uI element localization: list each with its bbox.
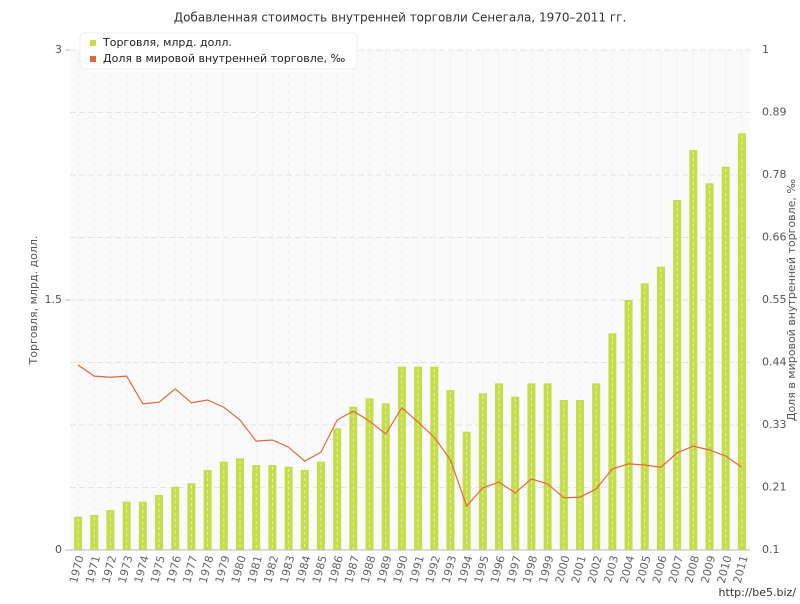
bar	[673, 200, 682, 550]
chart-title: Добавленная стоимость внутренней торговл…	[174, 11, 627, 25]
bar	[138, 501, 147, 550]
y-tick-label: 1.5	[45, 293, 63, 306]
bar	[495, 383, 504, 550]
legend-swatch	[90, 40, 96, 46]
y-tick-label: 3	[55, 43, 62, 56]
y2-tick-label: 0.66	[762, 231, 787, 244]
line	[77, 364, 743, 508]
y2-tick-label: 0.44	[762, 356, 787, 369]
bar	[171, 486, 180, 550]
bar	[122, 501, 131, 550]
bar	[333, 428, 342, 550]
y2-tick-label: 0.89	[762, 106, 787, 119]
bar	[284, 466, 293, 550]
y2-tick-label: 0.55	[762, 293, 787, 306]
bar	[252, 465, 261, 550]
bar	[592, 383, 601, 550]
y2-tick-label: 0.78	[762, 168, 787, 181]
watermark: http://be5.biz/	[719, 586, 797, 599]
y2-tick-label: 1	[762, 43, 769, 56]
y2-axis-label: Доля в мировой внутренней торговле, ‰	[785, 179, 798, 422]
legend-box	[79, 32, 358, 70]
bar	[640, 283, 649, 550]
bar	[527, 383, 536, 550]
legend-swatch	[90, 56, 96, 62]
y2-tick-label: 0.33	[762, 418, 787, 431]
bar	[462, 431, 471, 550]
bar	[543, 383, 552, 550]
y-axis-label: Торговля, млрд. долл.	[27, 236, 40, 366]
y2-tick-label: 0.1	[762, 543, 780, 556]
bar	[268, 465, 277, 550]
legend-label: Доля в мировой внутренней торговле, ‰	[103, 52, 346, 65]
y-tick-label: 0	[55, 543, 62, 556]
bar	[381, 403, 390, 550]
legend-label: Торговля, млрд. долл.	[102, 36, 232, 49]
bar	[414, 366, 423, 550]
bar	[430, 366, 439, 550]
bar	[90, 515, 99, 550]
y2-tick-label: 0.21	[762, 481, 787, 494]
bar	[397, 366, 406, 550]
bar	[478, 393, 487, 550]
bar	[608, 333, 617, 550]
bar	[349, 406, 358, 550]
bar	[721, 166, 730, 550]
